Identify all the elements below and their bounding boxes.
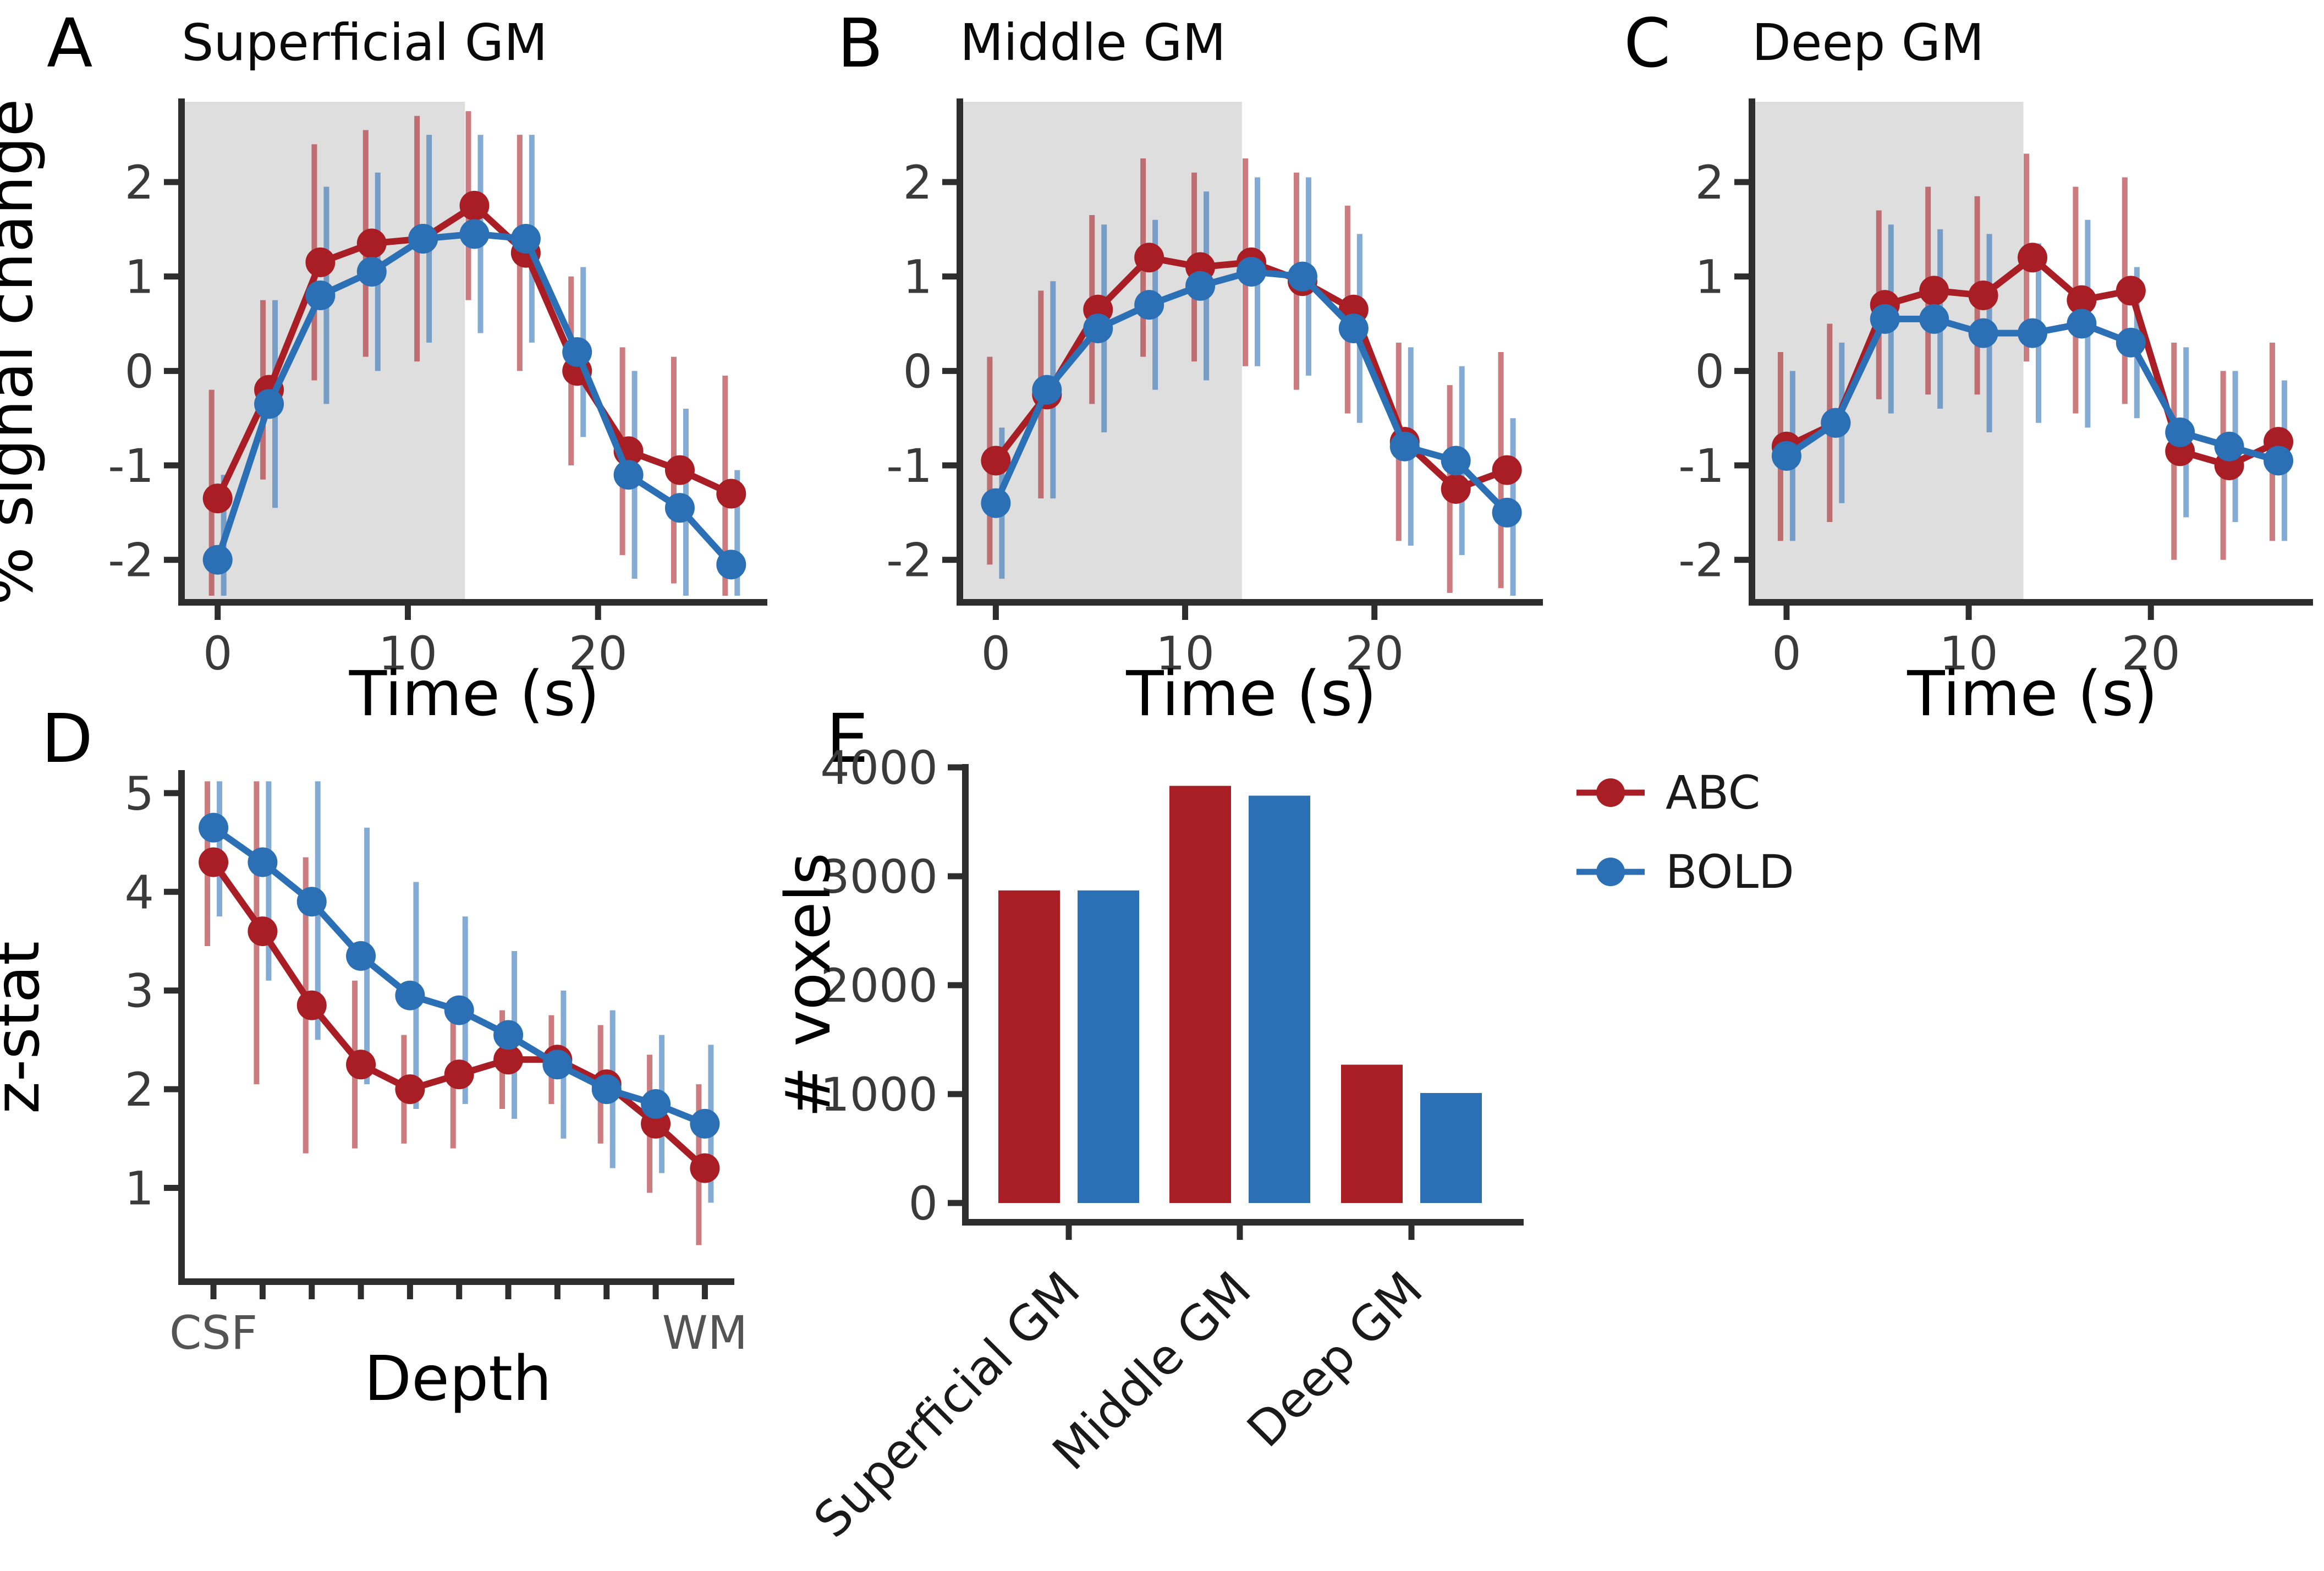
svg-text:1: 1 bbox=[125, 1162, 154, 1216]
zstat-depth-x-axis-ticks: CSF WM bbox=[169, 1282, 748, 1360]
svg-text:4: 4 bbox=[125, 865, 154, 919]
bar-abc-middle-gm bbox=[1169, 786, 1231, 1203]
superficial-gm-y-axis-ticks: -2 -1 0 1 2 bbox=[108, 156, 182, 587]
zstat-depth-y-axis-ticks: 1 2 3 4 5 bbox=[125, 767, 182, 1216]
svg-text:0: 0 bbox=[981, 627, 1010, 680]
svg-text:1000: 1000 bbox=[820, 1068, 938, 1122]
panel-zstat-depth: D CSF WM 1 2 3 4 5 Depth z-stat bbox=[0, 682, 803, 1571]
svg-text:2: 2 bbox=[125, 156, 154, 210]
svg-text:% signal change: % signal change bbox=[0, 98, 47, 605]
deep-gm-x-axis-ticks: 0 10 20 bbox=[1772, 602, 2180, 680]
abc-line-marker-icon bbox=[1576, 778, 1645, 807]
svg-text:Superficial GM: Superficial GM bbox=[803, 1261, 1091, 1548]
svg-text:CSF: CSF bbox=[169, 1306, 257, 1360]
svg-text:-1: -1 bbox=[108, 439, 154, 493]
svg-text:0: 0 bbox=[1695, 344, 1724, 398]
panel-voxel-counts: E Superficial GM Middle GM Deep GM 0 1000 200… bbox=[773, 682, 1628, 1571]
svg-text:-1: -1 bbox=[1678, 439, 1724, 493]
svg-text:0: 0 bbox=[909, 1177, 938, 1231]
svg-text:4000: 4000 bbox=[820, 741, 938, 795]
panel-superficial-gm: A Superficial GM 0 10 20 -2 -1 0 1 2 Time (s) % s… bbox=[0, 0, 803, 765]
legend-label-abc: ABC bbox=[1666, 766, 1761, 820]
svg-text:-2: -2 bbox=[1678, 534, 1724, 587]
svg-text:20: 20 bbox=[569, 627, 628, 680]
svg-text:z-stat: z-stat bbox=[0, 941, 53, 1114]
deep-gm-y-axis-ticks: -2 -1 0 1 2 bbox=[1678, 156, 1752, 587]
svg-text:Time (s): Time (s) bbox=[1125, 658, 1376, 730]
svg-text:3: 3 bbox=[125, 964, 154, 1018]
bar-abc-deep-gm bbox=[1341, 1064, 1403, 1203]
svg-text:0: 0 bbox=[203, 627, 232, 680]
superficial-gm-x-axis-ticks: 0 10 20 bbox=[203, 602, 628, 680]
svg-text:2: 2 bbox=[125, 1063, 154, 1117]
legend-label-bold: BOLD bbox=[1666, 845, 1794, 899]
voxel-counts-y-axis-ticks: 0 1000 2000 3000 4000 bbox=[820, 741, 965, 1231]
voxel-counts-axes bbox=[962, 764, 1524, 1226]
svg-text:-1: -1 bbox=[886, 439, 932, 493]
svg-text:1: 1 bbox=[903, 250, 932, 304]
svg-text:10: 10 bbox=[1156, 627, 1215, 680]
panel-letter-c: C bbox=[1624, 4, 1671, 83]
legend: ABC BOLD bbox=[1574, 769, 1794, 896]
legend-item-bold: BOLD bbox=[1574, 848, 1794, 896]
svg-text:10: 10 bbox=[378, 627, 437, 680]
svg-text:-2: -2 bbox=[886, 534, 932, 587]
middle-gm-chart: 0 10 20 -2 -1 0 1 2 Time (s) bbox=[886, 98, 1543, 730]
zstat-depth-bold-series bbox=[199, 812, 720, 1139]
bold-line-marker-icon bbox=[1576, 858, 1645, 886]
panel-letter-e: E bbox=[826, 700, 869, 778]
svg-text:10: 10 bbox=[1940, 627, 1998, 680]
zstat-depth-chart: CSF WM 1 2 3 4 5 Depth z-stat bbox=[0, 767, 748, 1415]
zstat-depth-axes bbox=[178, 770, 734, 1285]
svg-text:0: 0 bbox=[903, 344, 932, 398]
svg-text:Time (s): Time (s) bbox=[1907, 658, 2157, 730]
svg-text:-2: -2 bbox=[108, 534, 154, 587]
middle-gm-y-axis-ticks: -2 -1 0 1 2 bbox=[886, 156, 960, 587]
svg-text:Time (s): Time (s) bbox=[349, 658, 600, 730]
panel-letter-d: D bbox=[41, 700, 93, 778]
bar-abc-superficial-gm bbox=[998, 890, 1060, 1203]
svg-text:1: 1 bbox=[125, 250, 154, 304]
svg-text:Depth: Depth bbox=[364, 1343, 552, 1415]
panel-deep-gm: C Deep GM 0 10 20 -2 -1 0 1 2 Time (s) bbox=[1584, 0, 2324, 765]
abc-legend-dot bbox=[1596, 778, 1625, 807]
svg-text:WM: WM bbox=[662, 1306, 748, 1360]
panel-letter-b: B bbox=[837, 4, 883, 83]
svg-text:20: 20 bbox=[1345, 627, 1404, 680]
bar-bold-superficial-gm bbox=[1078, 890, 1139, 1203]
bar-bold-middle-gm bbox=[1249, 795, 1310, 1203]
middle-gm-bold-series bbox=[981, 257, 1522, 528]
zstat-depth-bold-errorbars bbox=[217, 781, 714, 1203]
panel-title-middle-gm: Middle GM bbox=[960, 13, 1226, 72]
superficial-gm-chart: 0 10 20 -2 -1 0 1 2 Time (s) % signal change bbox=[0, 98, 767, 730]
deep-gm-bold-series bbox=[1771, 304, 2294, 476]
svg-text:# voxels: # voxels bbox=[773, 853, 844, 1118]
deep-gm-chart: 0 10 20 -2 -1 0 1 2 Time (s) bbox=[1678, 98, 2313, 730]
svg-text:20: 20 bbox=[2122, 627, 2180, 680]
panel-title-superficial-gm: Superficial GM bbox=[182, 13, 548, 72]
bold-legend-dot bbox=[1596, 858, 1625, 886]
svg-text:2: 2 bbox=[903, 156, 932, 210]
superficial-gm-bold-series bbox=[202, 219, 746, 580]
legend-item-abc: ABC bbox=[1574, 769, 1794, 816]
svg-text:2000: 2000 bbox=[820, 959, 938, 1013]
bar-bold-deep-gm bbox=[1420, 1093, 1482, 1203]
svg-text:0: 0 bbox=[125, 344, 154, 398]
svg-text:3000: 3000 bbox=[820, 850, 938, 904]
panel-letter-a: A bbox=[47, 4, 93, 83]
svg-text:1: 1 bbox=[1695, 250, 1724, 304]
middle-gm-x-axis-ticks: 0 10 20 bbox=[981, 602, 1404, 680]
svg-text:5: 5 bbox=[125, 767, 154, 821]
svg-text:Deep GM: Deep GM bbox=[1236, 1261, 1433, 1458]
svg-text:2: 2 bbox=[1695, 156, 1724, 210]
panel-title-deep-gm: Deep GM bbox=[1752, 13, 1985, 72]
svg-text:0: 0 bbox=[1772, 627, 1801, 680]
panel-middle-gm: B Middle GM 0 10 20 -2 -1 0 1 2 Time (s) bbox=[803, 0, 1584, 765]
